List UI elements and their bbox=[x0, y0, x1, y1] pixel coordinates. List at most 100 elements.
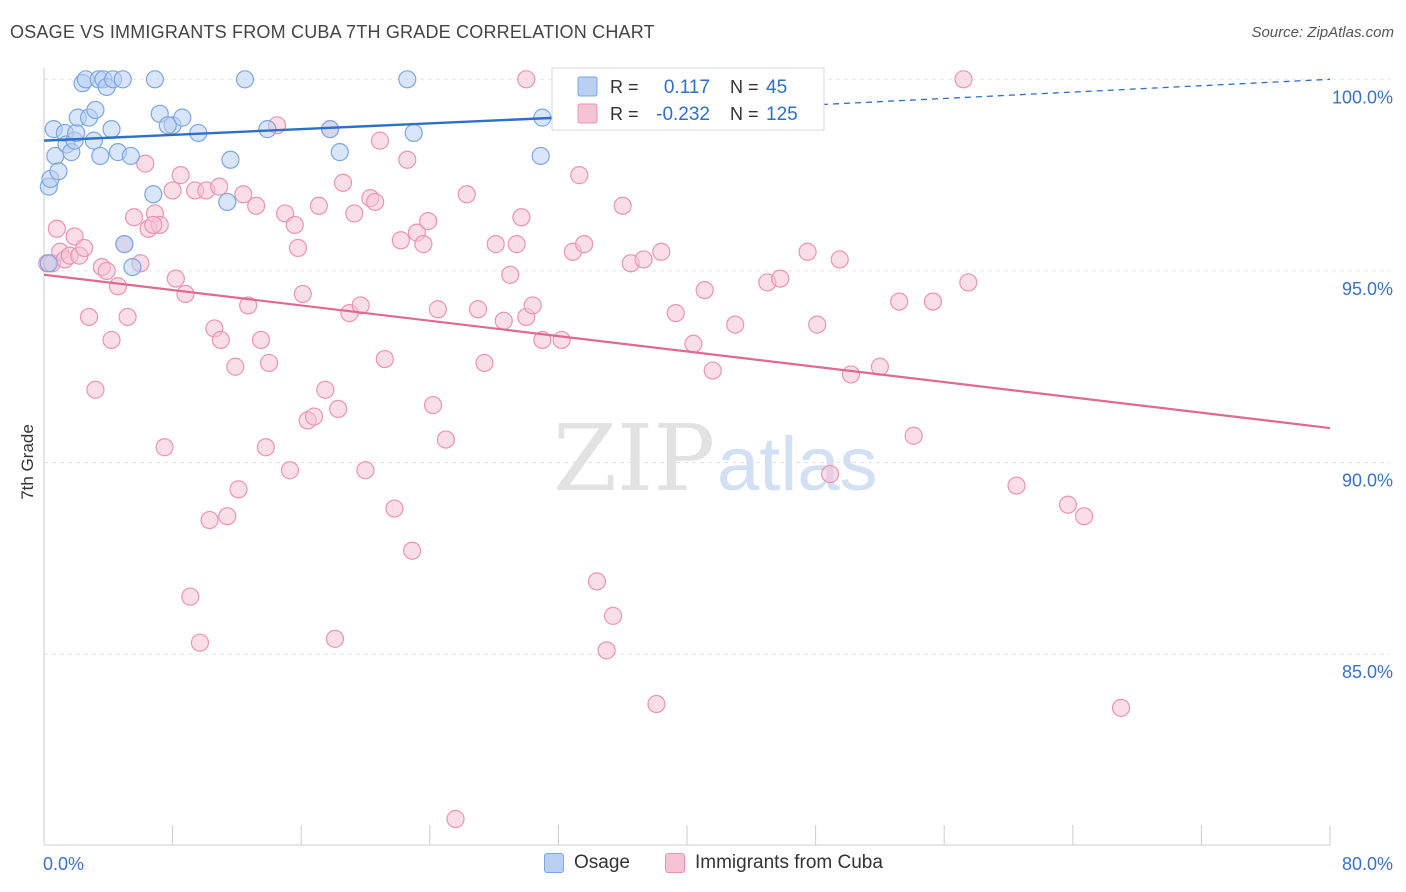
cuba-point bbox=[118, 307, 137, 327]
cuba-point bbox=[1074, 507, 1094, 526]
osage-point bbox=[173, 108, 192, 127]
legend-n-value-osage: 45 bbox=[766, 77, 787, 98]
legend-n-label-cuba: N = bbox=[730, 104, 759, 124]
cuba-point bbox=[218, 507, 237, 526]
x-tick-label: 80.0% bbox=[1342, 854, 1393, 874]
cuba-point bbox=[457, 185, 476, 204]
osage-point bbox=[330, 143, 349, 162]
cuba-point bbox=[385, 499, 404, 518]
cuba-point bbox=[398, 150, 417, 169]
cuba-point bbox=[684, 334, 703, 353]
cuba-point bbox=[446, 809, 465, 829]
x-tick-label: 0.0% bbox=[43, 854, 84, 874]
cuba-point bbox=[47, 219, 66, 238]
cuba-point bbox=[234, 185, 253, 204]
osage-point bbox=[115, 235, 134, 254]
cuba-point bbox=[351, 296, 370, 315]
cuba-point bbox=[597, 641, 616, 660]
cuba-point bbox=[247, 196, 266, 215]
cuba-point bbox=[820, 464, 840, 484]
cuba-point bbox=[959, 273, 978, 292]
cuba-point bbox=[436, 430, 455, 449]
correlation-legend: R = 0.117 N = 45 R = -0.232 N = 125 bbox=[551, 67, 825, 131]
cuba-point bbox=[108, 277, 128, 296]
cuba-point bbox=[570, 166, 589, 185]
trend-line-cuba bbox=[43, 273, 1331, 430]
cuba-point bbox=[414, 235, 433, 254]
cuba-point bbox=[468, 300, 488, 319]
legend-n-value-cuba: 125 bbox=[766, 104, 798, 125]
cuba-point bbox=[512, 208, 531, 227]
osage-point bbox=[218, 192, 237, 212]
cuba-point bbox=[486, 235, 505, 254]
y-tick-label: 90.0% bbox=[1342, 471, 1393, 491]
cuba-point bbox=[652, 242, 671, 261]
osage-point bbox=[113, 70, 132, 89]
cuba-point bbox=[841, 365, 861, 384]
cuba-point bbox=[1007, 476, 1026, 495]
legend-label-osage: Osage bbox=[574, 852, 630, 873]
osage-point bbox=[258, 120, 277, 139]
cuba-point bbox=[375, 349, 394, 369]
osage-point bbox=[102, 120, 121, 139]
cuba-point bbox=[904, 426, 923, 445]
y-tick-label: 85.0% bbox=[1342, 662, 1393, 682]
cuba-point bbox=[494, 311, 513, 330]
cuba-point bbox=[256, 438, 275, 457]
cuba-point bbox=[345, 204, 364, 223]
cuba-point bbox=[190, 633, 210, 652]
cuba-point bbox=[325, 629, 345, 648]
osage-point bbox=[404, 123, 423, 143]
legend-item-osage[interactable]: Osage bbox=[544, 852, 630, 874]
legend-r-label-osage: R = bbox=[610, 77, 639, 97]
watermark: ZIP atlas bbox=[553, 405, 878, 512]
cuba-point bbox=[703, 361, 722, 380]
cuba-point bbox=[210, 177, 229, 196]
cuba-point bbox=[1111, 698, 1131, 717]
cuba-point bbox=[798, 242, 817, 261]
cuba-point bbox=[890, 292, 909, 311]
osage-point bbox=[221, 150, 240, 169]
cuba-point bbox=[830, 250, 849, 269]
cuba-point bbox=[102, 330, 121, 350]
cuba-point bbox=[1058, 495, 1078, 514]
axes bbox=[43, 68, 1331, 846]
legend-item-cuba[interactable]: Immigrants from Cuba bbox=[665, 852, 883, 874]
trend-layer bbox=[43, 78, 1331, 430]
legend-r-label-cuba: R = bbox=[610, 104, 639, 124]
cuba-point bbox=[634, 250, 653, 269]
cuba-point bbox=[75, 238, 94, 258]
series-legend: Osage Immigrants from Cuba bbox=[0, 850, 1406, 880]
cuba-point bbox=[475, 353, 494, 373]
cuba-point bbox=[423, 395, 443, 415]
cuba-point bbox=[288, 238, 308, 258]
osage-point bbox=[144, 185, 163, 204]
cuba-point bbox=[155, 438, 174, 457]
cuba-point bbox=[293, 284, 312, 304]
osage-point bbox=[158, 116, 177, 135]
cuba-point bbox=[517, 70, 536, 89]
osage-point bbox=[86, 100, 105, 120]
trend-line-osage bbox=[43, 116, 559, 142]
cuba-point bbox=[808, 315, 827, 334]
cuba-point bbox=[285, 215, 304, 235]
cuba-point bbox=[603, 606, 623, 625]
osage-point bbox=[145, 70, 165, 89]
legend-swatch-osage bbox=[577, 76, 598, 97]
trend-line-osage-extension bbox=[558, 78, 1331, 119]
legend-swatch-cuba-bottom bbox=[665, 853, 685, 873]
cuba-point bbox=[507, 235, 526, 254]
cuba-point bbox=[239, 296, 258, 315]
cuba-point bbox=[124, 208, 144, 227]
cuba-point bbox=[923, 292, 943, 311]
y-tick-label: 100.0% bbox=[1332, 87, 1393, 107]
cuba-point bbox=[329, 399, 348, 419]
legend-r-value-cuba: -0.232 bbox=[656, 104, 710, 125]
cuba-point bbox=[552, 330, 571, 350]
cuba-point bbox=[144, 215, 163, 235]
cuba-point bbox=[587, 572, 607, 591]
cuba-point bbox=[171, 166, 190, 185]
grid-lines bbox=[44, 78, 1390, 655]
cuba-point bbox=[501, 265, 520, 284]
